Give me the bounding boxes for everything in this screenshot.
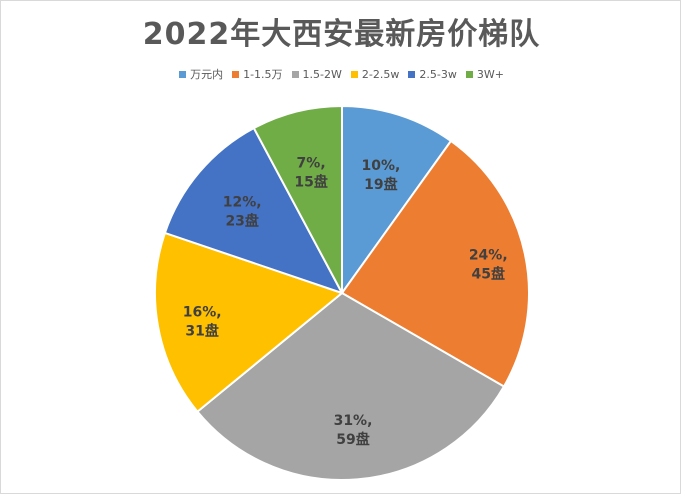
slice-percent-label: 31%,	[334, 413, 373, 429]
legend-label: 1.5-2W	[302, 67, 342, 81]
legend-item: 1.5-2W	[291, 67, 342, 81]
pie-slice	[196, 291, 506, 481]
slice-percent-label: 24%,	[469, 247, 508, 263]
legend-label: 3W+	[476, 67, 504, 81]
slice-count-label: 59盘	[336, 431, 369, 448]
slice-count-label: 45盘	[471, 265, 504, 282]
slice-count-label: 19盘	[364, 176, 397, 193]
slice-percent-label: 10%,	[361, 158, 400, 174]
legend-swatch	[408, 70, 416, 78]
slice-percent-label: 7%,	[297, 156, 326, 172]
chart-legend: 万元内 1-1.5万 1.5-2W 2-2.5w 2.5-3w 3W+	[1, 66, 680, 82]
legend-item: 1-1.5万	[232, 66, 283, 82]
legend-swatch	[179, 70, 187, 78]
legend-item: 3W+	[465, 67, 504, 81]
legend-label: 2-2.5w	[361, 67, 400, 81]
legend-item: 2.5-3w	[408, 67, 457, 81]
slice-percent-label: 12%,	[223, 194, 262, 210]
pie-slice	[340, 139, 530, 388]
slice-count-label: 31盘	[185, 322, 218, 339]
legend-item: 2-2.5w	[350, 67, 400, 81]
chart-title: 2022年大西安最新房价梯队	[142, 17, 541, 52]
legend-label: 万元内	[190, 68, 224, 81]
pie-slice	[341, 104, 453, 297]
slice-count-label: 15盘	[294, 174, 327, 191]
legend-swatch	[232, 70, 240, 78]
legend-label: 1-1.5万	[243, 68, 283, 81]
slice-count-label: 23盘	[225, 212, 258, 229]
slice-percent-label: 16%,	[183, 304, 222, 320]
pie-slice	[252, 104, 343, 294]
legend-label: 2.5-3w	[419, 67, 457, 81]
pie-slice	[163, 126, 345, 295]
legend-item: 万元内	[179, 66, 223, 82]
legend-swatch	[291, 70, 299, 78]
legend-swatch	[465, 70, 473, 78]
legend-swatch	[350, 70, 358, 78]
